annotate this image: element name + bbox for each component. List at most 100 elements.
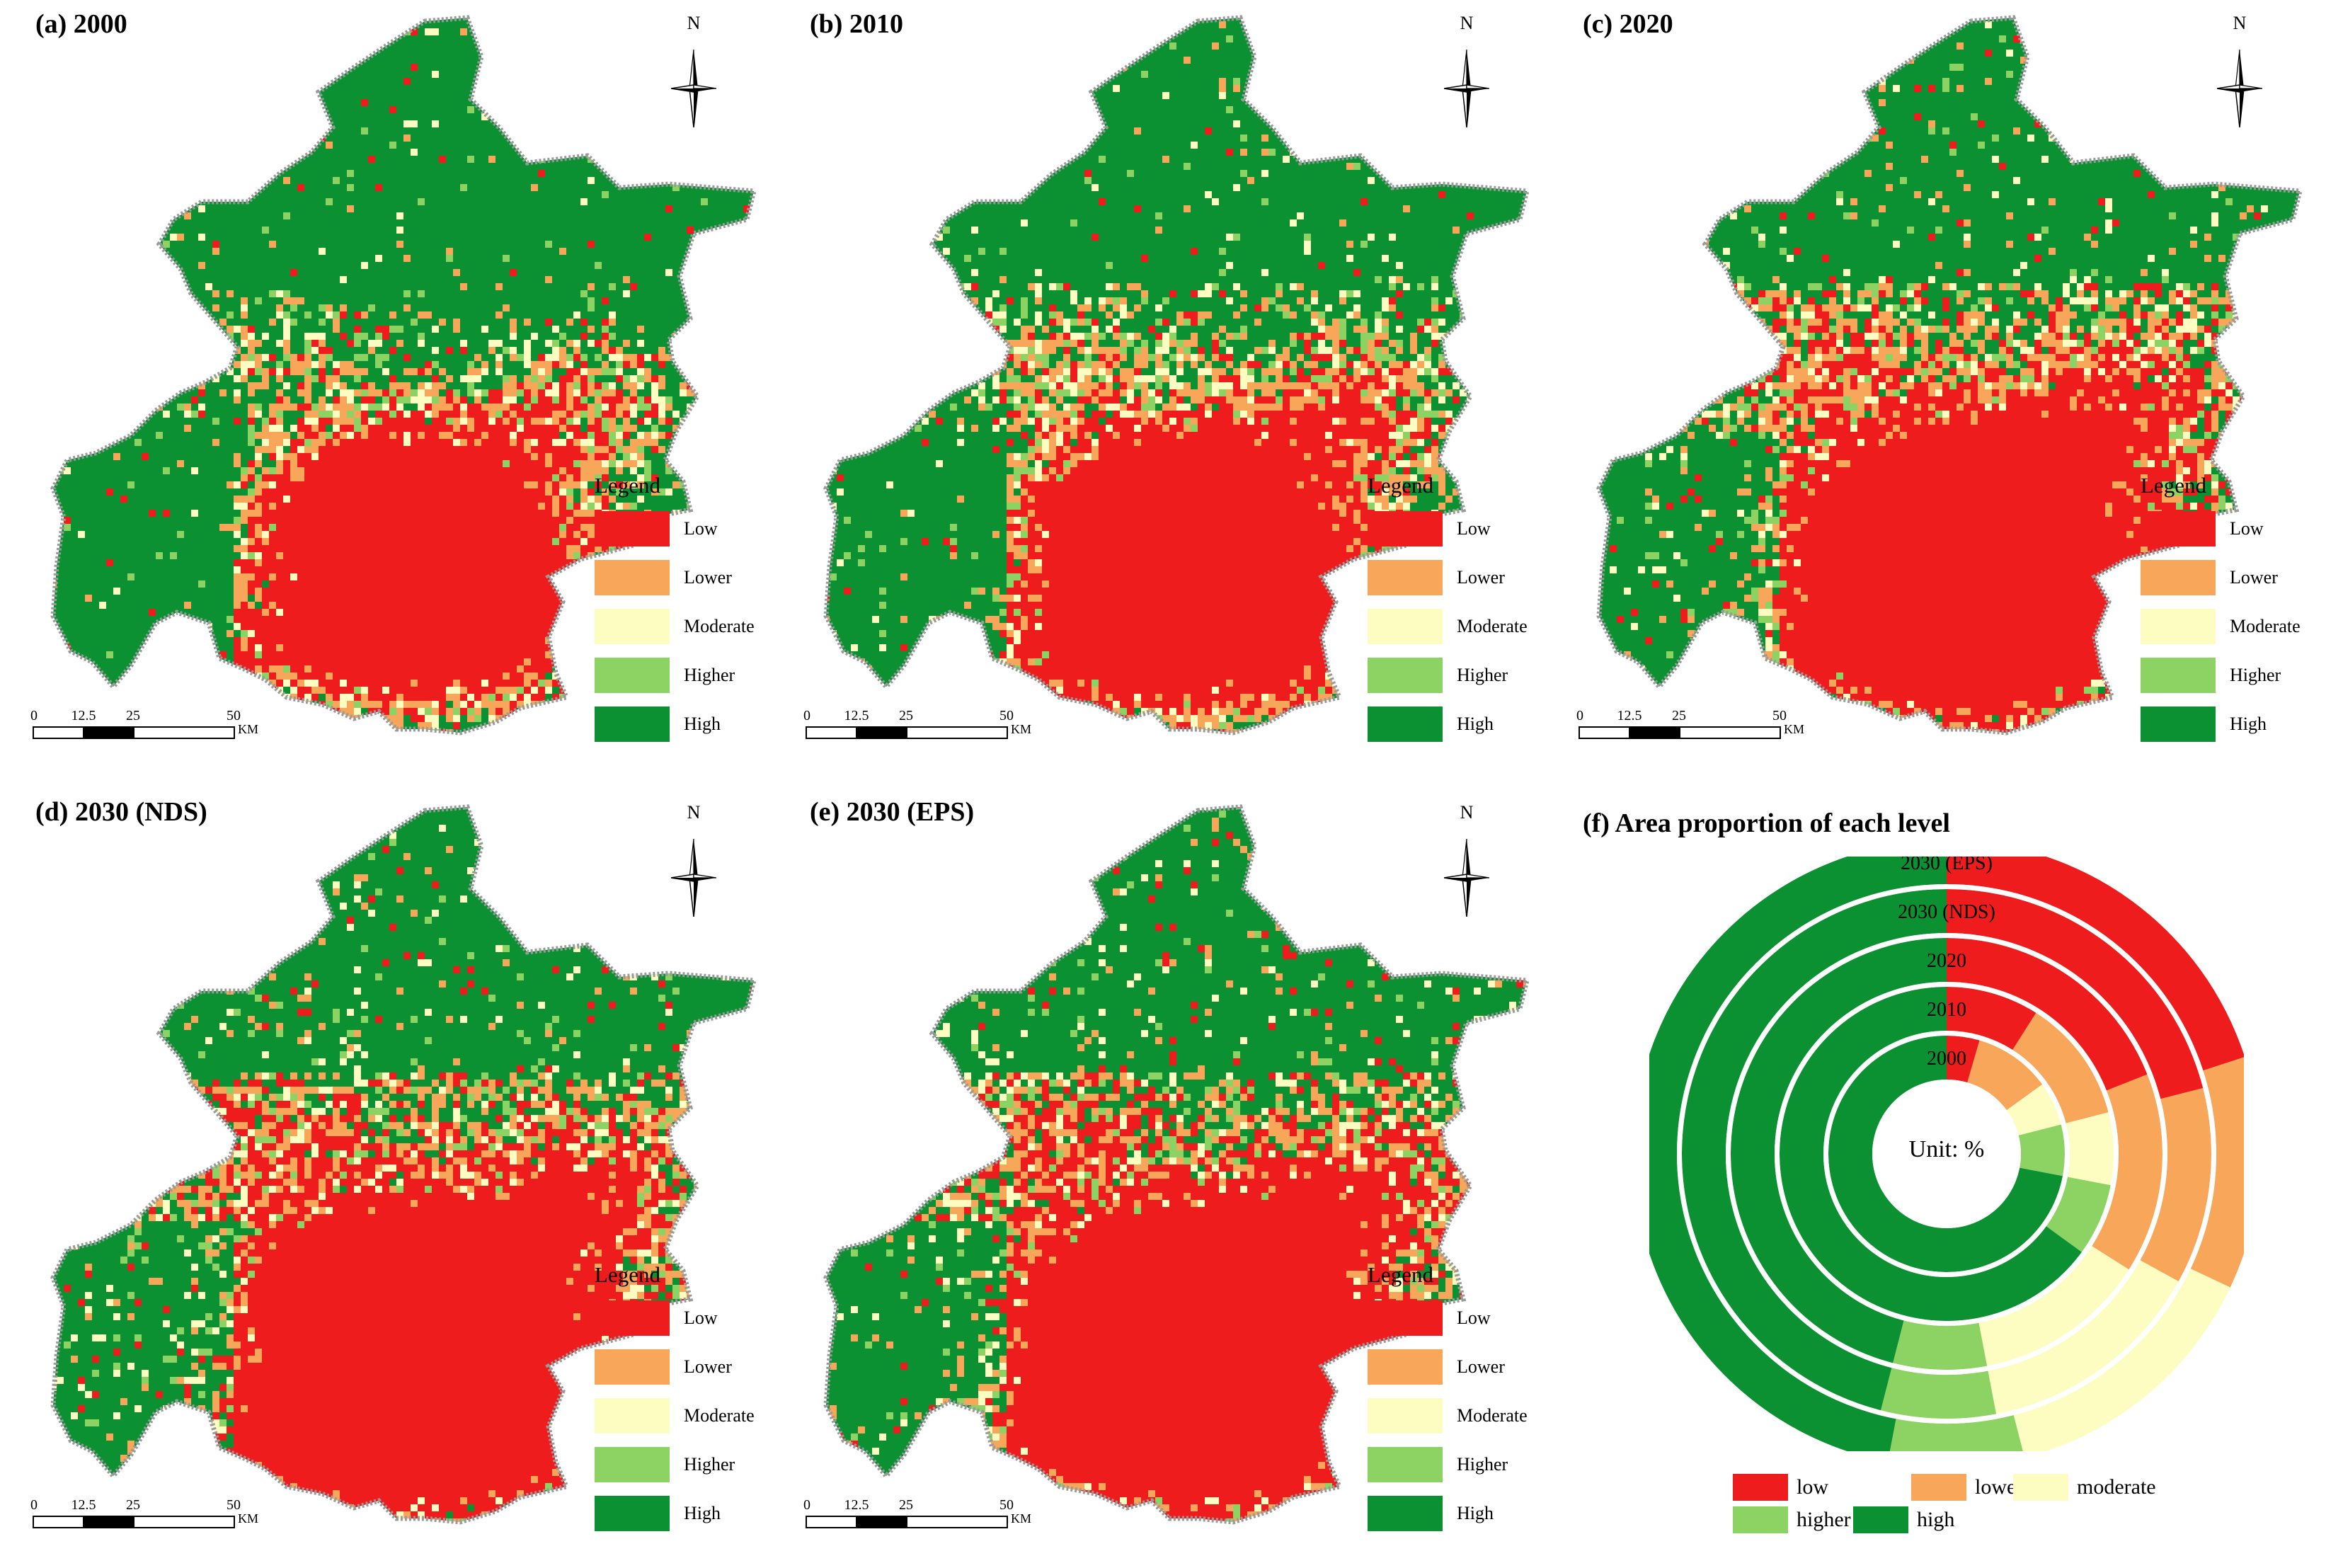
legend-swatch <box>1368 1300 1443 1336</box>
legend-label: Higher <box>2230 664 2281 685</box>
ring-separator <box>1823 1031 2070 1277</box>
scale-tick: 50 <box>227 708 241 723</box>
legend-item-higher: higher <box>1733 1506 1851 1533</box>
scale-tick: 25 <box>1672 708 1686 723</box>
legend-swatch <box>2141 706 2216 742</box>
donut-slice-low <box>1947 987 2036 1051</box>
north-arrow-icon: N <box>671 13 716 127</box>
legend-swatch <box>1368 1397 1443 1433</box>
legend-item: High <box>2141 699 2301 748</box>
legend-swatch <box>2141 559 2216 595</box>
scale-tick: 12.5 <box>844 1497 869 1513</box>
donut-slice-moderate <box>2006 1084 2061 1135</box>
scale-bar: 0 12.5 25 50 KM <box>1576 708 1804 739</box>
donut-slice-higher <box>1880 1368 1997 1419</box>
scale-unit: KM <box>1784 722 1805 736</box>
legend-title: Legend <box>595 1262 660 1287</box>
donut-slice-high <box>1681 889 1947 1411</box>
ring-label: 2000 <box>1927 1048 1966 1070</box>
legend-swatch <box>1368 1495 1443 1531</box>
legend-label: Lower <box>1457 566 1505 588</box>
legend-item: High <box>595 699 755 748</box>
legend-swatch <box>595 1349 670 1385</box>
donut-slice-low <box>1947 1036 1980 1083</box>
north-label: N <box>687 802 701 823</box>
legend-swatch <box>2141 608 2216 644</box>
scale-tick: 0 <box>803 708 810 723</box>
map-panel-2030-nds: (d) 2030 (NDS) N Legend Low Lower Moderate Hi… <box>0 789 779 1568</box>
legend-item: Higher <box>595 651 755 699</box>
north-arrow-icon: N <box>1444 802 1489 917</box>
legend-swatch <box>595 1446 670 1482</box>
scale-bar: 0 12.5 25 50 KM <box>30 1497 258 1528</box>
legend-swatch <box>2141 657 2216 693</box>
donut-slice-lower <box>2190 1057 2260 1288</box>
legend-item: High <box>1368 1489 1528 1538</box>
legend-label: Higher <box>684 664 735 685</box>
ring-separator <box>1872 1080 2021 1228</box>
scale-seg <box>34 1517 84 1527</box>
donut-chart-svg: 2000 2010 2020 2030 (NDS) 2030 (EPS) <box>1628 835 2265 1472</box>
legend-swatch <box>1368 608 1443 644</box>
cells-moderate <box>826 18 1527 733</box>
donut-slice-moderate <box>2066 1112 2114 1186</box>
legend-item: Lower <box>2141 553 2301 602</box>
scale-unit: KM <box>1011 1511 1032 1526</box>
legend-swatch <box>595 510 670 546</box>
legend-label: Moderate <box>1457 1404 1528 1426</box>
scale-tick: 0 <box>30 1497 38 1513</box>
legend-label: High <box>1457 1502 1494 1523</box>
legend-label: Low <box>1457 1307 1491 1328</box>
legend-label: Low <box>1457 517 1491 539</box>
legend-label: Lower <box>2230 566 2278 588</box>
ring-separator <box>1677 884 2216 1424</box>
scale-seg <box>84 728 133 738</box>
scale-seg <box>1630 728 1679 738</box>
scale-seg <box>906 728 1007 738</box>
scale-seg <box>34 728 84 738</box>
donut-slice-lower <box>2012 1012 2109 1123</box>
donut-legend: low lower moderate higher high <box>1733 1474 2228 1552</box>
donut-slice-high <box>1731 938 1947 1363</box>
legend-item: Low <box>2141 504 2301 553</box>
scale-seg <box>807 728 857 738</box>
legend-swatch <box>1368 510 1443 546</box>
scale-tick: 50 <box>1772 708 1787 723</box>
legend-label: Moderate <box>1457 615 1528 636</box>
legend-swatch <box>595 1495 670 1531</box>
scale-tick: 25 <box>899 1497 913 1513</box>
north-arrow-icon: N <box>1444 13 1489 127</box>
cells-low <box>53 21 754 733</box>
legend-label: Low <box>2230 517 2264 539</box>
donut-slice-moderate <box>2013 1269 2230 1458</box>
scale-unit: KM <box>1011 722 1032 736</box>
ring-label: 2010 <box>1927 999 1966 1021</box>
legend-label: High <box>684 1502 721 1523</box>
donut-slice-high <box>1828 1036 2063 1272</box>
map-legend: Legend Low Lower Moderate Higher High <box>1368 1262 1528 1538</box>
scale-seg <box>1679 728 1780 738</box>
chart-panel: (f) Area proportion of each level <box>1546 789 2325 1568</box>
donut-slice-higher <box>1893 1320 1988 1370</box>
north-label: N <box>2233 13 2247 33</box>
legend-item: Moderate <box>2141 602 2301 651</box>
legend-label: Low <box>684 1307 718 1328</box>
scale-bar: 0 12.5 25 50 KM <box>803 708 1031 739</box>
legend-title: Legend <box>2141 473 2206 498</box>
legend-item: Low <box>595 504 755 553</box>
donut-slice-high <box>1633 840 1947 1463</box>
ring-label: 2020 <box>1927 950 1966 972</box>
legend-swatch <box>595 559 670 595</box>
donut-slice-low <box>1947 840 2245 1071</box>
legend-item: Lower <box>595 553 755 602</box>
legend-item: High <box>595 1489 755 1538</box>
donut-slice-lower <box>2140 1087 2211 1282</box>
scale-tick: 50 <box>999 1497 1014 1513</box>
legend-item: Higher <box>2141 651 2301 699</box>
legend-swatch <box>595 608 670 644</box>
legend-title: Legend <box>1368 473 1433 498</box>
ring-label: 2030 (EPS) <box>1901 857 1993 874</box>
legend-label: low <box>1797 1475 1828 1499</box>
legend-item-high: high <box>1853 1506 1954 1533</box>
north-arrow-icon: N <box>2217 13 2262 127</box>
